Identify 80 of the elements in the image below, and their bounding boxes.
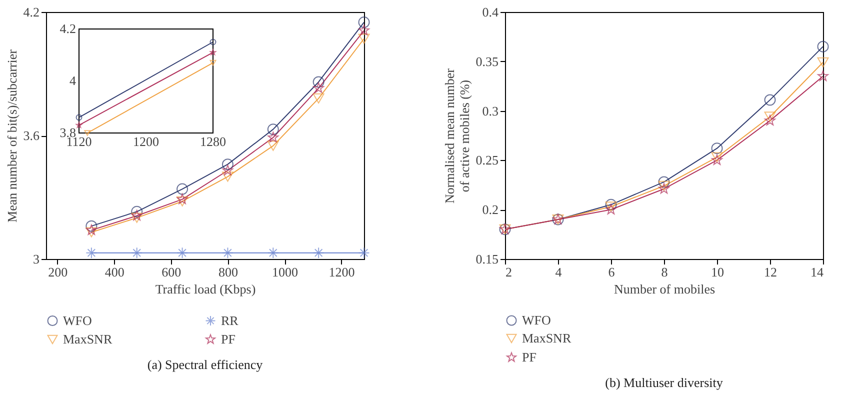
point <box>176 183 188 195</box>
point <box>313 82 324 93</box>
legend-label: PF <box>221 332 236 346</box>
legend-label: WFO <box>63 312 92 328</box>
point <box>267 140 279 151</box>
y-tick-label: 0.35 <box>476 54 498 69</box>
point <box>86 227 98 238</box>
x-tick-label: 6 <box>608 264 616 280</box>
point <box>658 183 670 194</box>
point <box>358 16 370 28</box>
legend-label: MaxSNR <box>63 332 112 346</box>
legend-label: MaxSNR <box>522 330 572 346</box>
x-tick-label: 600 <box>162 264 182 280</box>
point <box>764 114 776 126</box>
text: (a) Spectral efficiency <box>147 357 264 372</box>
point <box>86 247 98 259</box>
point <box>267 124 279 136</box>
point <box>268 132 279 142</box>
point <box>222 164 234 176</box>
x-axis-title: Number of mobiles <box>614 282 716 296</box>
point <box>267 247 279 259</box>
x-tick-label: 10 <box>711 264 724 280</box>
point <box>131 247 143 259</box>
legend-label: WFO <box>522 312 551 328</box>
x-tick-label: 12 <box>764 264 777 280</box>
point <box>358 34 370 44</box>
point <box>711 152 723 162</box>
y-axis-title: Mean number of bit(s)/subcarrier <box>4 48 20 222</box>
y-tick-label: 4 <box>70 73 76 88</box>
point <box>312 76 324 88</box>
y-tick-label: 0.2 <box>482 202 498 218</box>
x-tick-label: 1200 <box>133 134 159 149</box>
point <box>312 247 324 259</box>
x-tick-label: 14 <box>810 264 824 280</box>
point <box>764 112 776 122</box>
point <box>358 247 370 259</box>
y-tick-label: 4.2 <box>60 21 76 36</box>
point <box>817 57 829 68</box>
legend-label: RR <box>221 312 239 328</box>
point <box>764 94 776 106</box>
point <box>658 180 670 191</box>
point <box>131 212 143 223</box>
text: (b) Multiuser diversity <box>605 375 724 390</box>
x-tick-label: 8 <box>661 264 668 280</box>
x-tick-label: 400 <box>104 264 124 280</box>
point <box>222 158 234 170</box>
x-tick-label: 4 <box>555 264 562 280</box>
x-tick-label: 1000 <box>272 264 298 280</box>
x-tick-label: 1280 <box>200 134 226 149</box>
x-axis-title: Traffic load (Kbps) <box>155 282 256 296</box>
point <box>176 194 188 204</box>
point <box>76 122 82 128</box>
point <box>817 40 829 52</box>
point <box>222 172 234 182</box>
x-tick-label: 2 <box>506 264 512 280</box>
y-tick-label: 3.6 <box>23 128 40 143</box>
point <box>658 176 670 188</box>
point <box>176 196 188 206</box>
y-tick-label: 0.15 <box>476 252 498 266</box>
x-tick-label: 1200 <box>328 264 355 280</box>
point <box>605 202 617 212</box>
y-tick-label: 0.3 <box>482 103 498 118</box>
y-axis-title: Normalised mean number of active mobiles (%) <box>442 68 472 204</box>
point <box>312 93 324 104</box>
x-tick-label: 800 <box>218 264 238 280</box>
y-tick-label: 0.4 <box>482 4 499 20</box>
point <box>711 142 723 154</box>
point <box>210 49 216 56</box>
point <box>86 224 97 235</box>
y-tick-label: 4.2 <box>23 4 40 20</box>
point <box>131 210 142 221</box>
point <box>222 247 234 259</box>
x-tick-label: 200 <box>48 264 68 280</box>
point <box>176 247 188 259</box>
legend-label: PF <box>522 350 536 364</box>
point <box>358 24 370 36</box>
y-tick-label: 0.25 <box>476 152 498 168</box>
y-tick-label: 3 <box>33 252 40 266</box>
point <box>605 198 617 210</box>
point <box>818 70 828 81</box>
